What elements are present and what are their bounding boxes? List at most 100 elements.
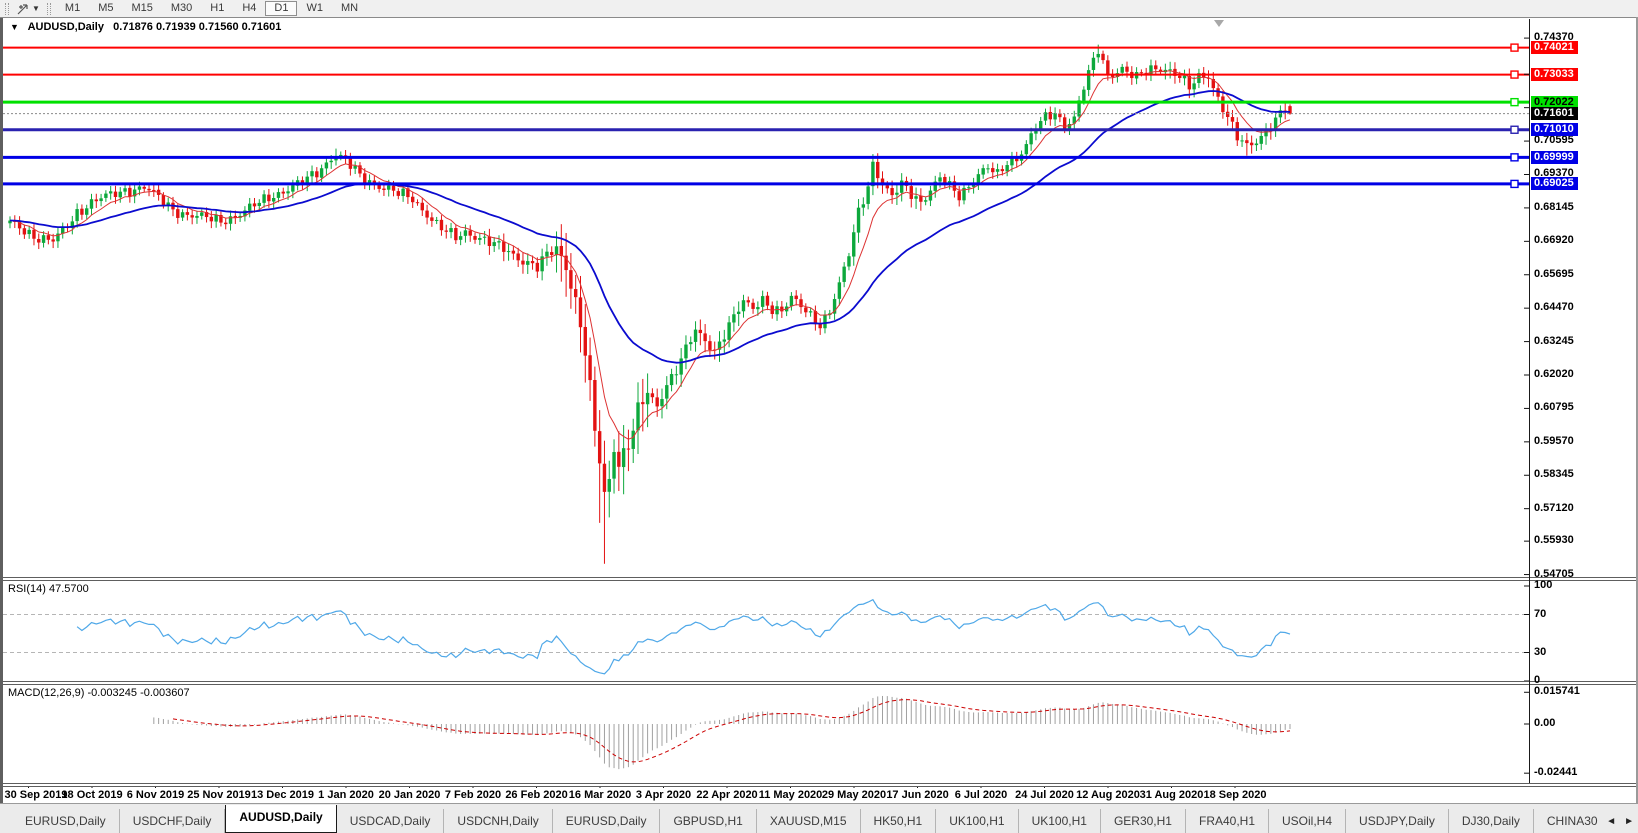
date-axis-label: 6 Jul 2020 [954,789,1008,801]
window-border-left [0,17,3,803]
toolbar-grip-2[interactable] [46,2,51,15]
date-axis-label: 12 Aug 2020 [1076,789,1140,801]
rsi-axis-tick: 30 [1534,646,1547,658]
timeframe-button-m5[interactable]: M5 [98,2,114,14]
date-axis-label: 24 Jul 2020 [1015,789,1074,801]
date-axis-label: 29 May 2020 [821,789,887,801]
price-axis-tick: 0.57120 [1534,502,1574,514]
chart-tab-audusd-daily[interactable]: AUDUSD,Daily [225,805,337,833]
ma-fast-line [9,70,1291,440]
price-axis-tick: 0.60795 [1534,401,1574,413]
rsi-axis-tick: 0 [1534,674,1541,686]
date-axis-label: 18 Oct 2019 [61,789,123,801]
price-axis-tick: 0.59570 [1534,435,1574,447]
axis-tick-marks [28,37,1529,788]
chart-tab-usdchf-daily[interactable]: USDCHF,Daily [120,809,226,833]
date-axis-label: 3 Apr 2020 [635,789,692,801]
panel-separator-rsi[interactable] [0,577,1638,581]
chart-tab-eurusd-daily[interactable]: EURUSD,Daily [12,809,120,833]
chart-tab-dj30-daily[interactable]: DJ30,Daily [1449,809,1534,833]
date-axis-label: 25 Nov 2019 [187,789,251,801]
top-toolbar: ▼ M1 M5 M15 M30 H1 H4 D1 W1 MN [0,0,1638,17]
chart-tab-eurusd-daily[interactable]: EURUSD,Daily [553,809,661,833]
rsi-axis-tick: 70 [1534,608,1547,620]
price-axis-tick: 0.69370 [1534,167,1574,179]
panel-separator-macd[interactable] [0,681,1638,685]
timeframe-button-mn[interactable]: MN [340,2,359,14]
price-axis-tick: 0.74370 [1534,31,1574,43]
chart-tab-uk100-h1[interactable]: UK100,H1 [936,809,1019,833]
bid-price-badge: 0.71601 [1531,107,1578,120]
price-axis-tick: 0.62020 [1534,368,1574,380]
chart-shift-marker-icon[interactable] [1214,20,1224,27]
macd-panel-series [153,695,1291,770]
ma-slow-line [9,90,1291,364]
horizontal-level-lines[interactable] [3,43,1529,189]
price-axis-tick: 0.66920 [1534,234,1574,246]
tool-dropdown-arrow-icon[interactable]: ▼ [32,4,40,13]
chart-tab-gbpusd-h1[interactable]: GBPUSD,H1 [660,809,757,833]
chart-tab-xauusd-m15[interactable]: XAUUSD,M15 [757,809,861,833]
price-axis-tick: 0.55930 [1534,534,1574,546]
date-axis-label: 31 Aug 2020 [1139,789,1204,801]
chart-title-bar[interactable]: ▼ AUDUSD,Daily 0.71876 0.71939 0.71560 0… [10,21,281,33]
date-axis-label: 18 Sep 2020 [1203,789,1267,801]
crosshair-cursor-tool-icon[interactable] [14,2,32,16]
macd-axis-tick: -0.02441 [1534,766,1578,778]
price-axis-line [1529,19,1530,783]
date-axis-label: 20 Jan 2020 [378,789,441,801]
chart-tab-usdcad-daily[interactable]: USDCAD,Daily [337,809,445,833]
panel-separator-dates [0,783,1638,787]
timeframe-button-m1[interactable]: M1 [64,2,81,14]
timeframe-button-h1[interactable]: H1 [210,2,225,14]
price-axis-tick: 0.70595 [1534,134,1574,146]
chart-tab-usoil-h4[interactable]: USOil,H4 [1269,809,1347,833]
macd-axis-tick: 0.00 [1534,717,1556,729]
rsi-panel-series [3,598,1529,675]
window-border-right [1636,17,1638,803]
price-level-badge-0.71010[interactable]: 0.71010 [1531,123,1578,136]
chart-tabs: EURUSD,Daily USDCHF,Daily AUDUSD,Daily USDC… [0,805,1598,833]
timeframe-button-w1[interactable]: W1 [306,2,323,14]
price-level-badge-0.73033[interactable]: 0.73033 [1531,68,1578,81]
chart-symbol-label: AUDUSD,Daily [27,21,104,33]
chart-tab-fra40-h1[interactable]: FRA40,H1 [1186,809,1270,833]
date-axis-label: 17 Jun 2020 [886,789,949,801]
timeframe-button-d1[interactable]: D1 [265,1,298,16]
chart-tab-china300-h1[interactable]: CHINA300,H1 [1534,809,1598,833]
price-axis-tick: 0.63245 [1534,335,1574,347]
timeframe-button-h4[interactable]: H4 [242,2,257,14]
price-axis-tick: 0.64470 [1534,301,1574,313]
date-axis-label: 11 May 2020 [758,789,823,801]
chart-tab-uk100-h1[interactable]: UK100,H1 [1019,809,1101,833]
price-level-badge-0.69999[interactable]: 0.69999 [1531,151,1578,164]
macd-indicator-label: MACD(12,26,9) -0.003245 -0.003607 [8,687,190,699]
date-axis-label: 16 Mar 2020 [568,789,632,801]
date-axis-label: 22 Apr 2020 [696,789,758,801]
date-axis-label: 1 Jan 2020 [318,789,374,801]
timeframe-button-m30[interactable]: M30 [170,2,193,14]
price-level-badge-0.74021[interactable]: 0.74021 [1531,41,1578,54]
timeframe-button-m15[interactable]: M15 [131,2,153,14]
price-level-badge-0.72022[interactable]: 0.72022 [1531,96,1578,109]
chart-tab-usdcnh-daily[interactable]: USDCNH,Daily [444,809,553,833]
rsi-axis-tick: 100 [1534,579,1553,591]
macd-axis-tick: 0.015741 [1534,685,1580,697]
chart-window: ▼ AUDUSD,Daily 0.71876 0.71939 0.71560 0… [0,17,1638,803]
date-axis-label: 13 Dec 2019 [251,789,314,801]
tab-scroll-right-icon[interactable]: ► [1624,816,1634,827]
chart-tab-usdjpy-daily[interactable]: USDJPY,Daily [1346,809,1449,833]
candlestick-series[interactable] [8,44,1292,564]
price-level-badge-0.69025[interactable]: 0.69025 [1531,177,1578,190]
tab-scroll-left-icon[interactable]: ◄ [1606,816,1617,827]
date-axis-label: 7 Feb 2020 [444,789,502,801]
chart-ohlc-values: 0.71876 0.71939 0.71560 0.71601 [113,21,282,33]
candlestick-chart-canvas[interactable] [0,17,1638,803]
chart-title-dropdown-icon[interactable]: ▼ [10,22,19,32]
date-axis-label: 30 Sep 2019 [4,789,68,801]
price-axis-tick: 0.65695 [1534,268,1574,280]
chart-tab-ger30-h1[interactable]: GER30,H1 [1101,809,1186,833]
chart-tab-hk50-h1[interactable]: HK50,H1 [861,809,937,833]
toolbar-grip[interactable] [5,2,9,15]
